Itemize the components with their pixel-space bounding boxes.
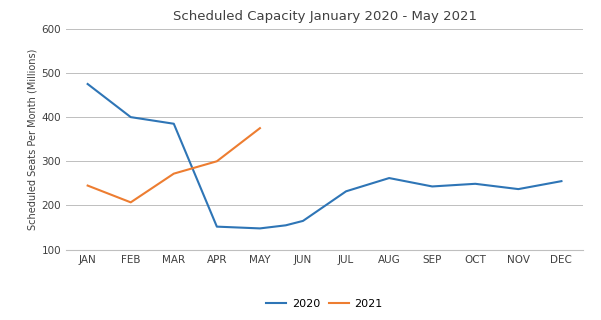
2020 [429,185,436,188]
2020 [84,82,91,86]
2020 [170,122,177,126]
2020 [282,223,290,227]
Line: 2021: 2021 [88,128,260,202]
2020 [299,219,307,223]
2021 [84,184,91,188]
Legend: 2020, 2021: 2020, 2021 [262,295,387,314]
2020 [343,189,350,193]
2021 [256,126,263,130]
Line: 2020: 2020 [88,84,561,228]
2021 [213,159,221,163]
2020 [472,182,479,186]
2020 [127,115,135,119]
2020 [514,187,522,191]
2020 [213,225,221,228]
2020 [558,179,565,183]
2021 [127,200,135,204]
2020 [386,176,393,180]
2021 [170,172,177,176]
Y-axis label: Scheduled Seats Per Month (Millions): Scheduled Seats Per Month (Millions) [28,49,37,230]
Title: Scheduled Capacity January 2020 - May 2021: Scheduled Capacity January 2020 - May 20… [172,11,477,23]
2020 [256,227,263,230]
